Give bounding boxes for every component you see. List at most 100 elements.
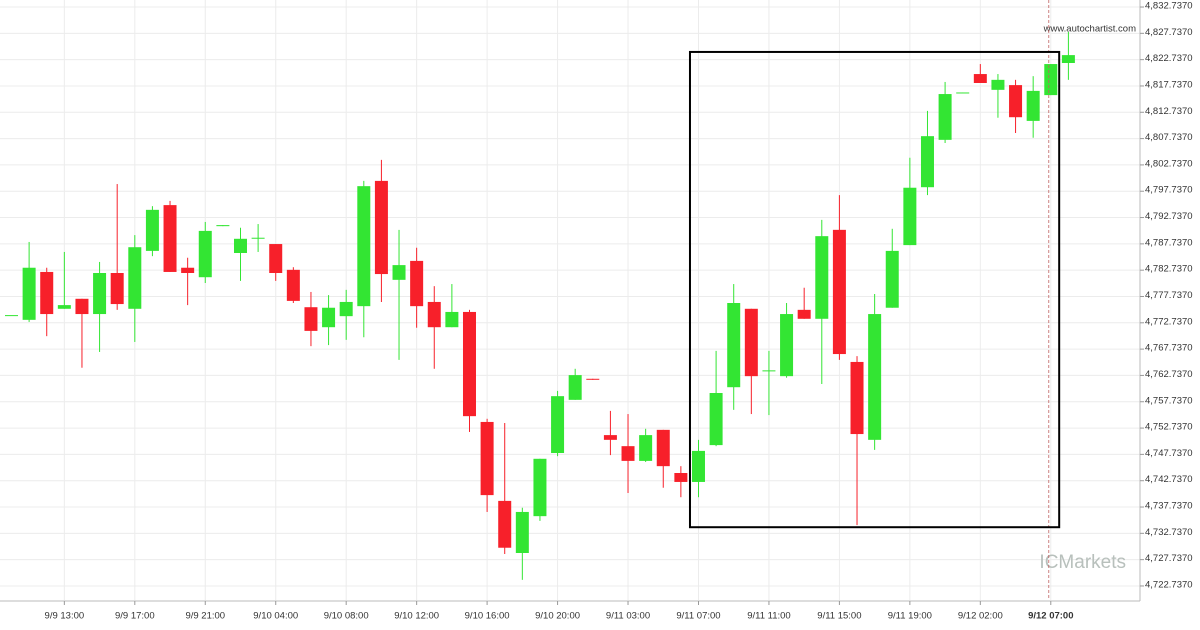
grid: [0, 0, 1140, 600]
y-tick-label: 4,827.7370: [1145, 27, 1193, 38]
candle-body: [727, 303, 741, 388]
y-tick-label: 4,742.7370: [1145, 474, 1193, 485]
y-tick-label: 4,737.7370: [1145, 501, 1193, 512]
y-tick-label: 4,792.7370: [1145, 211, 1193, 222]
candle-body: [445, 311, 459, 328]
y-tick-label: 4,832.7370: [1145, 1, 1193, 12]
y-tick-label: 4,802.7370: [1145, 158, 1193, 169]
candle-body: [110, 273, 124, 305]
x-tick-label: 9/11 11:00: [747, 611, 791, 622]
candle-body: [480, 421, 494, 496]
candle-body: [709, 393, 723, 446]
x-tick-label: 9/10 04:00: [253, 611, 298, 622]
candle-body: [903, 187, 917, 246]
candle-body: [1009, 85, 1023, 118]
candle-body: [216, 225, 230, 227]
candle-body: [128, 247, 142, 309]
candles: [5, 31, 1075, 580]
candle-body: [251, 237, 265, 239]
candle-body: [427, 301, 441, 328]
candle-body: [233, 238, 247, 253]
y-tick-label: 4,787.7370: [1145, 237, 1193, 248]
candle-body: [938, 94, 952, 140]
candle-body: [40, 271, 54, 315]
candle-body: [75, 298, 89, 315]
candle-body: [1061, 55, 1075, 63]
y-tick-label: 4,727.7370: [1145, 553, 1193, 564]
x-tick-label: 9/9 17:00: [115, 611, 155, 622]
y-tick-label: 4,762.7370: [1145, 369, 1193, 380]
x-tick-label: 9/10 16:00: [465, 611, 510, 622]
x-tick-label: 9/9 21:00: [185, 611, 225, 622]
x-tick-label: 9/10 12:00: [394, 611, 439, 622]
candle-body: [586, 378, 600, 380]
x-tick-label: 9/11 19:00: [888, 611, 932, 622]
candle-body: [145, 209, 159, 251]
candle-body: [656, 429, 670, 467]
candle-body: [286, 269, 300, 301]
candle-body: [973, 74, 987, 83]
candle-body: [515, 511, 529, 553]
y-tick-label: 4,777.7370: [1145, 290, 1193, 301]
candle-body: [5, 315, 18, 317]
x-tick-label: 9/10 20:00: [535, 611, 580, 622]
candle-body: [621, 446, 635, 461]
candle-body: [780, 314, 794, 377]
y-tick-label: 4,732.7370: [1145, 527, 1193, 538]
candle-body: [868, 314, 882, 440]
candle-body: [991, 79, 1005, 90]
x-tick-label: 9/11 07:00: [676, 611, 720, 622]
candle-body: [568, 375, 582, 400]
candle-body: [551, 396, 565, 453]
candle-body: [22, 267, 36, 320]
candle-body: [674, 473, 688, 482]
candle-body: [1044, 64, 1058, 96]
y-tick-label: 4,817.7370: [1145, 79, 1193, 90]
candle-body: [603, 435, 617, 440]
candle-body: [339, 301, 353, 317]
candle-body: [357, 186, 371, 307]
candle-body: [163, 205, 177, 272]
y-tick-label: 4,822.7370: [1145, 53, 1193, 64]
y-tick-label: 4,772.7370: [1145, 316, 1193, 327]
candle-body: [322, 307, 336, 328]
x-tick-label: 9/12 02:00: [958, 611, 1003, 622]
x-tick-label: 9/9 13:00: [45, 611, 85, 622]
y-tick-label: 4,807.7370: [1145, 132, 1193, 143]
y-tick-label: 4,782.7370: [1145, 264, 1193, 275]
y-tick-label: 4,747.7370: [1145, 448, 1193, 459]
watermark: www.autochartist.com: [1043, 24, 1136, 35]
candle-body: [920, 136, 934, 188]
candle-body: [956, 92, 970, 94]
pattern-box: [688, 50, 1061, 529]
candle-body: [797, 309, 811, 319]
candle-body: [744, 308, 758, 377]
candle-body: [57, 305, 71, 309]
candle-body: [815, 236, 829, 319]
candle-body: [269, 244, 283, 273]
candle-body: [374, 180, 388, 275]
candle-body: [639, 435, 653, 461]
candle-body: [392, 265, 406, 280]
candle-body: [691, 450, 705, 482]
y-tick-label: 4,812.7370: [1145, 106, 1193, 117]
candle-body: [850, 361, 864, 435]
candle-body: [410, 260, 424, 307]
x-tick-label: 9/11 15:00: [817, 611, 861, 622]
y-tick-label: 4,767.7370: [1145, 343, 1193, 354]
candle-body: [832, 229, 846, 355]
y-tick-label: 4,722.7370: [1145, 579, 1193, 590]
y-tick-label: 4,797.7370: [1145, 185, 1193, 196]
logo: ICMarkets: [1039, 552, 1126, 573]
candle-body: [1026, 90, 1040, 121]
candle-body: [304, 307, 318, 331]
candle-body: [498, 500, 512, 548]
candle-body: [762, 370, 776, 372]
candle-body: [198, 230, 212, 278]
y-tick-label: 4,757.7370: [1145, 395, 1193, 406]
candle-body: [181, 267, 195, 273]
candle-body: [93, 273, 107, 315]
x-tick-label: 9/10 08:00: [324, 611, 369, 622]
